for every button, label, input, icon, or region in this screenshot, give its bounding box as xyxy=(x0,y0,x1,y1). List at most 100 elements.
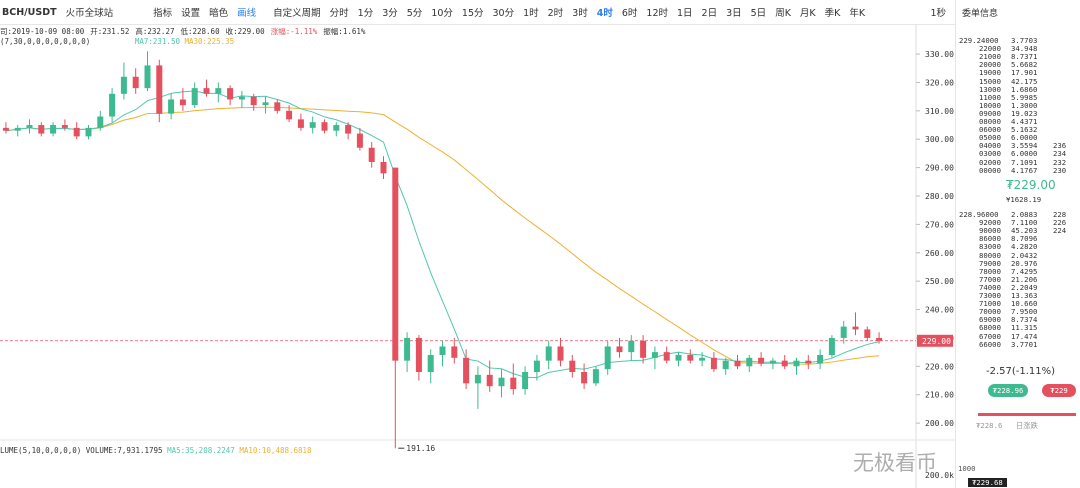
period[interactable]: 2日 xyxy=(701,8,718,19)
period[interactable]: 分时 xyxy=(329,8,349,19)
period[interactable]: 5分 xyxy=(406,8,423,19)
period[interactable]: 3分 xyxy=(382,8,398,19)
candle-body xyxy=(203,88,210,94)
tool[interactable]: 画线 xyxy=(237,8,257,19)
ob-amount: 20.976 xyxy=(1011,258,1038,268)
ob-price: 15000 xyxy=(979,76,1001,86)
candle-body xyxy=(321,122,328,131)
y-tick-label: 220.00 xyxy=(925,362,954,371)
depth-axis: 236 xyxy=(1053,141,1067,151)
candle-body xyxy=(333,125,340,131)
candle-body xyxy=(651,352,658,358)
ob-price: 06000 xyxy=(979,125,1001,135)
tool[interactable]: 设置 xyxy=(181,8,201,19)
candle-body xyxy=(26,125,33,128)
y-tick-label: 310.00 xyxy=(925,107,954,116)
tool[interactable]: 暗色 xyxy=(209,8,229,19)
candle-body xyxy=(864,329,871,338)
ob-price: 03000 xyxy=(979,149,1001,159)
speed[interactable]: 1秒 xyxy=(930,8,946,19)
y-tick-label: 260.00 xyxy=(925,249,954,258)
period[interactable]: 12时 xyxy=(646,8,668,19)
ob-price: 69000 xyxy=(979,315,1001,325)
candle-body xyxy=(592,369,599,384)
candle-body xyxy=(722,360,729,370)
ma7: MA7:231.50 xyxy=(134,37,180,46)
period[interactable]: 2时 xyxy=(547,8,564,19)
ob-price: 229.24000 xyxy=(959,36,999,45)
candle-body xyxy=(227,88,234,100)
period[interactable]: 年K xyxy=(849,8,866,19)
candle-body xyxy=(640,340,647,358)
candle-body xyxy=(510,377,517,390)
period[interactable]: 3时 xyxy=(572,8,588,19)
ob-price: 00000 xyxy=(979,165,1001,175)
period[interactable]: 6时 xyxy=(621,8,638,19)
period[interactable]: 季K xyxy=(824,8,841,19)
last-price-box xyxy=(917,334,953,347)
candle-body xyxy=(38,125,45,134)
candle-body xyxy=(97,116,104,128)
ob-price: 66000 xyxy=(979,339,1001,349)
ob-amount: 19.023 xyxy=(1011,108,1038,118)
ob-amount: 4.2820 xyxy=(1011,242,1038,252)
ob-price: 21000 xyxy=(979,52,1001,62)
ob-amount: 17.901 xyxy=(1011,68,1038,78)
candle-body xyxy=(345,125,352,134)
ob-price: 73000 xyxy=(979,291,1001,300)
depth-axis: 234 xyxy=(1053,149,1067,159)
buy-btn[interactable]: ₮228.96 xyxy=(988,384,1028,397)
candle-body xyxy=(404,337,411,361)
ob-price: 19000 xyxy=(979,68,1001,78)
sell-btn[interactable]: ₮229 xyxy=(1042,384,1076,397)
candle-body xyxy=(144,65,151,89)
info-item: 开:231.52 xyxy=(90,27,130,36)
ob-amount: 21.206 xyxy=(1011,274,1038,284)
period[interactable]: 1时 xyxy=(523,8,539,19)
ob-amount: 10.660 xyxy=(1011,299,1038,309)
amount: 1000 xyxy=(958,464,976,473)
ob-price: 20000 xyxy=(979,60,1001,70)
period[interactable]: 周K xyxy=(775,8,791,19)
candle-body xyxy=(392,167,399,361)
candle-body xyxy=(522,372,529,390)
candle-body xyxy=(297,119,304,128)
period[interactable]: 4时 xyxy=(596,8,613,19)
candle-body xyxy=(498,377,505,387)
ob-price: 04000 xyxy=(979,141,1001,151)
ob-amount: 1.3000 xyxy=(1011,100,1038,110)
candle-body xyxy=(427,354,434,372)
period[interactable]: 1分 xyxy=(357,8,374,19)
custom-period[interactable]: 自定义周期 xyxy=(273,8,321,19)
candle-body xyxy=(309,122,316,128)
toolbar: BCH/USDT 火币全球站 指标 设置 暗色 画线 自定义周期 分时 1分 3分 5分 10分 1… xyxy=(0,0,955,25)
candle-body xyxy=(628,340,635,353)
period[interactable]: 月K xyxy=(799,8,816,19)
candle-body xyxy=(758,357,765,364)
symbol[interactable]: BCH/USDT xyxy=(2,6,57,18)
ob-price: 10000 xyxy=(979,100,1001,110)
period[interactable]: 5日 xyxy=(750,8,767,19)
ob-amount: 11.315 xyxy=(1011,323,1038,333)
period[interactable]: 30分 xyxy=(492,8,515,19)
ob-amount: 1.6860 xyxy=(1011,84,1038,94)
candle-body xyxy=(876,337,883,341)
ob-amount: 4.1767 xyxy=(1011,165,1038,175)
candle-body xyxy=(85,127,92,137)
period[interactable]: 15分 xyxy=(461,8,484,19)
tool[interactable]: 指标 xyxy=(153,8,173,19)
candle-body xyxy=(474,374,481,384)
period[interactable]: 10分 xyxy=(431,8,453,19)
candle-body xyxy=(545,346,552,361)
ob-title: 委单信息 xyxy=(962,9,999,19)
period[interactable]: 3日 xyxy=(726,8,742,19)
period[interactable]: 1日 xyxy=(677,8,693,19)
candle-body xyxy=(734,360,741,367)
candle-body xyxy=(486,374,493,387)
y-tick-label: 320.00 xyxy=(925,78,954,87)
y-tick-label: 330.00 xyxy=(925,50,954,59)
candle-body xyxy=(581,372,588,384)
ma-params: (7,30,0,0,0,0,0,0,0) xyxy=(0,37,91,46)
ob-amount: 8.7374 xyxy=(1011,315,1038,325)
quote: ₮229.68 xyxy=(968,478,1007,487)
